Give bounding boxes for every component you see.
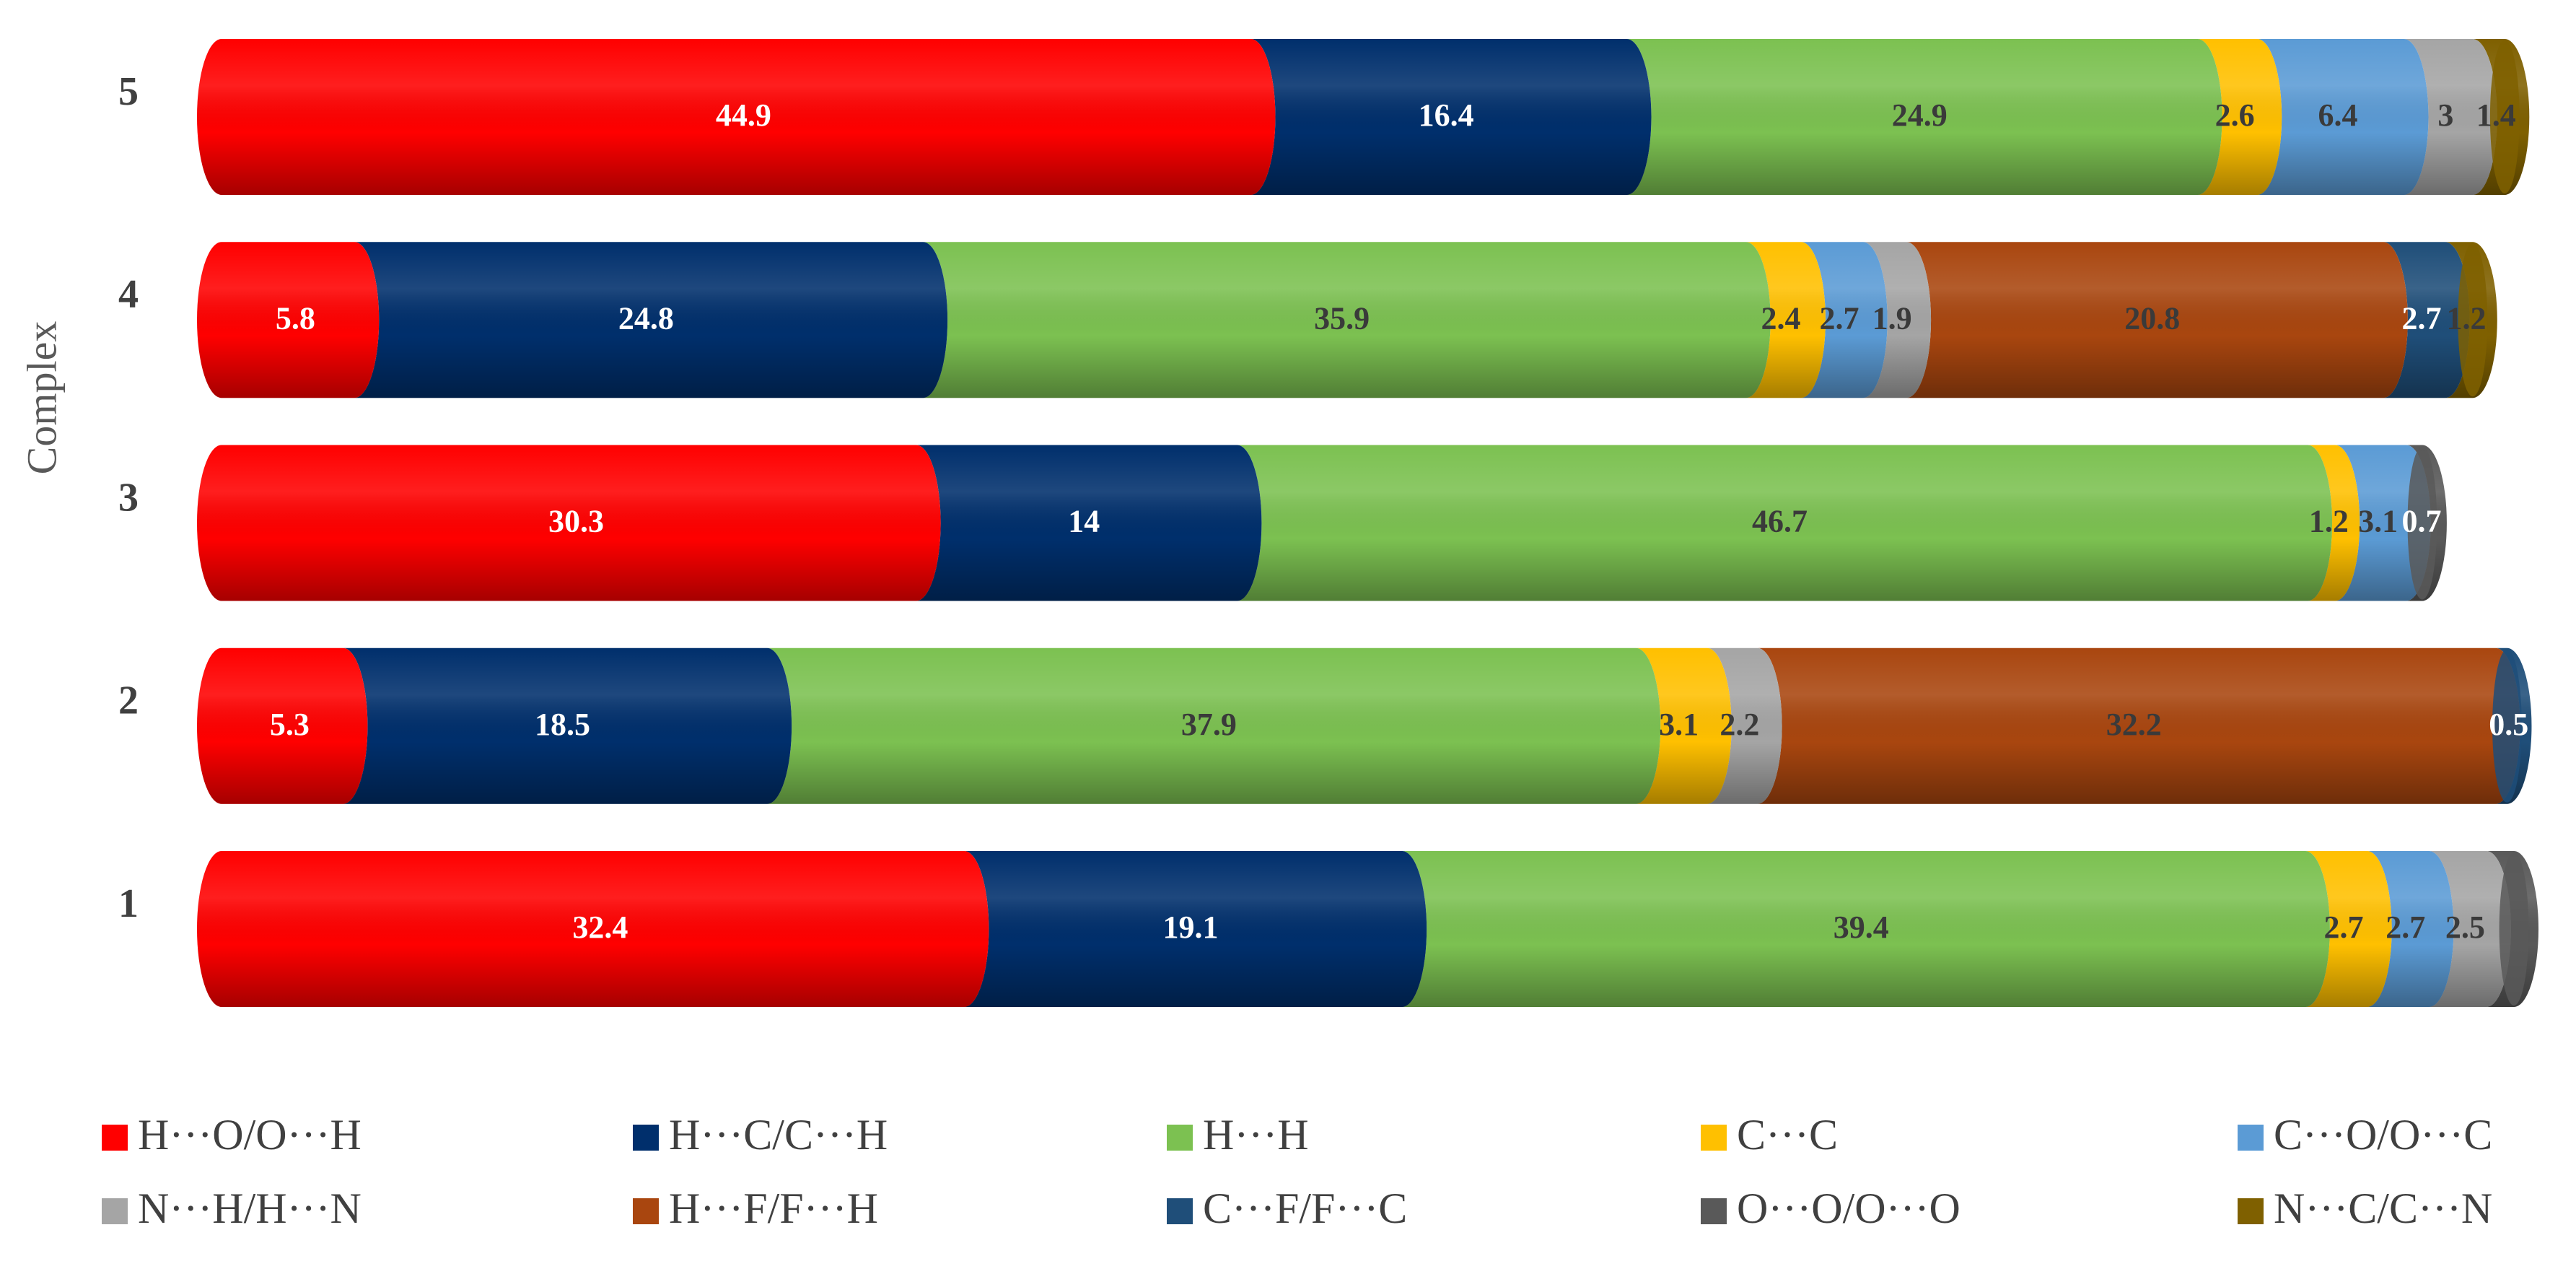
data-label: 2.2 xyxy=(1719,707,1759,742)
data-label: 30.3 xyxy=(548,504,604,539)
legend-swatch xyxy=(2238,1125,2264,1151)
cylinder-end xyxy=(2492,649,2522,803)
legend-label: C···O/O···C xyxy=(2274,1111,2492,1159)
legend-label: C···F/F···C xyxy=(1203,1185,1407,1232)
data-label: 5.8 xyxy=(276,300,315,336)
data-label: 44.9 xyxy=(716,97,771,133)
legend-label: H···F/F···H xyxy=(669,1185,878,1232)
category-label: 4 xyxy=(118,272,139,317)
data-label: 39.4 xyxy=(1834,910,1889,945)
data-label: 37.9 xyxy=(1181,707,1237,742)
category-label: 1 xyxy=(118,881,139,926)
legend-swatch xyxy=(1701,1198,1727,1224)
data-label: 2.4 xyxy=(1761,300,1801,336)
data-label: 1.9 xyxy=(1872,300,1912,336)
cylinder-end xyxy=(2499,852,2529,1006)
data-label: 32.2 xyxy=(2106,707,2162,742)
data-label: 1.2 xyxy=(2446,300,2486,336)
data-label: 2.7 xyxy=(1820,300,1859,336)
legend-label: H···H xyxy=(1203,1111,1309,1159)
data-label: 1.4 xyxy=(2476,97,2516,133)
data-label: 2.7 xyxy=(2402,300,2442,336)
legend-label: N···H/H···N xyxy=(138,1185,362,1232)
data-label: 24.9 xyxy=(1892,97,1948,133)
legend-swatch xyxy=(102,1198,128,1224)
y-axis-label: Complex xyxy=(18,321,65,475)
data-label: 3 xyxy=(2437,97,2453,133)
legend-swatch xyxy=(102,1125,128,1151)
legend-label: H···O/O···H xyxy=(138,1111,362,1159)
category-label: 5 xyxy=(118,69,139,114)
data-label: 3.1 xyxy=(2358,504,2398,539)
legend-swatch xyxy=(633,1125,659,1151)
legend-label: O···O/O···O xyxy=(1737,1185,1961,1232)
cylinder-end xyxy=(2458,243,2488,397)
data-label: 2.7 xyxy=(2386,910,2425,945)
data-label: 46.7 xyxy=(1752,504,1808,539)
data-label: 18.5 xyxy=(535,707,590,742)
data-label: 19.1 xyxy=(1162,910,1218,945)
legend-label: H···C/C···H xyxy=(669,1111,888,1159)
data-label: 14 xyxy=(1068,504,1100,539)
legend-label: C···C xyxy=(1737,1111,1838,1159)
data-label: 6.4 xyxy=(2318,97,2358,133)
data-label: 35.9 xyxy=(1314,300,1370,336)
legend-swatch xyxy=(633,1198,659,1224)
data-label: 32.4 xyxy=(572,910,628,945)
cylinder-end xyxy=(2489,40,2520,193)
data-label: 0.7 xyxy=(2402,504,2442,539)
legend-swatch xyxy=(1167,1198,1193,1224)
data-label: 24.8 xyxy=(618,300,674,336)
category-label: 3 xyxy=(118,475,139,520)
data-label: 16.4 xyxy=(1419,97,1474,133)
cylinder-end xyxy=(2407,446,2437,600)
legend-swatch xyxy=(1701,1125,1727,1151)
data-label: 0.5 xyxy=(2489,707,2528,742)
data-label: 20.8 xyxy=(2124,300,2180,336)
legend-swatch xyxy=(1167,1125,1193,1151)
data-label: 3.1 xyxy=(1659,707,1699,742)
data-label: 2.7 xyxy=(2323,910,2363,945)
category-label: 2 xyxy=(118,679,139,723)
legend-label: N···C/C···N xyxy=(2274,1185,2492,1232)
data-label: 5.3 xyxy=(270,707,310,742)
data-label: 1.2 xyxy=(2309,504,2349,539)
data-label: 2.5 xyxy=(2445,910,2485,945)
legend-swatch xyxy=(2238,1198,2264,1224)
data-label: 2.6 xyxy=(2215,97,2255,133)
